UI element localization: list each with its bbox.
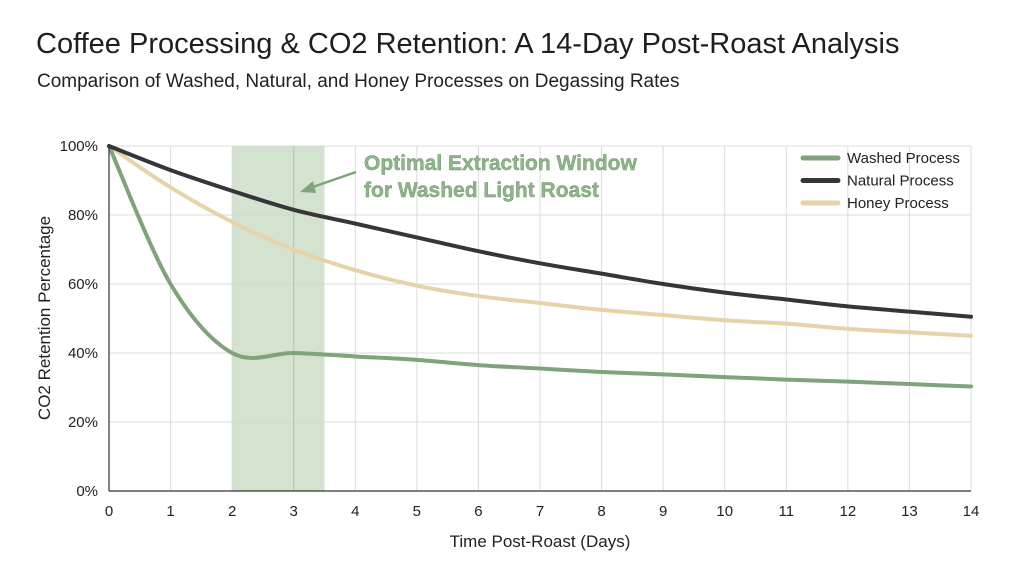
x-tick-label: 3 xyxy=(290,503,298,520)
annotation-arrow xyxy=(309,170,357,190)
x-tick-label: 8 xyxy=(597,503,605,520)
x-tick-label: 4 xyxy=(351,503,359,520)
x-tick-label: 12 xyxy=(840,503,857,520)
x-tick-label: 1 xyxy=(166,503,174,520)
legend-label: Natural Process xyxy=(847,173,954,190)
x-tick-label: 10 xyxy=(716,503,733,520)
y-tick-label: 0% xyxy=(76,483,98,500)
y-tick-label: 80% xyxy=(68,207,98,224)
x-tick-label: 13 xyxy=(901,503,918,520)
x-tick-label: 14 xyxy=(963,503,980,520)
x-tick-label: 11 xyxy=(778,503,794,520)
annotation: Optimal Extraction Window for Washed Lig… xyxy=(300,152,638,202)
x-tick-label: 7 xyxy=(536,503,544,520)
y-tick-label: 100% xyxy=(60,138,98,155)
annotation-line-2: for Washed Light Roast xyxy=(364,179,599,202)
y-tick-label: 40% xyxy=(68,345,98,362)
x-tick-label: 2 xyxy=(228,503,236,520)
y-axis-label: CO2 Retention Percentage xyxy=(35,216,54,420)
chart-subtitle: Comparison of Washed, Natural, and Honey… xyxy=(37,71,680,92)
x-tick-label: 9 xyxy=(659,503,667,520)
x-tick-label: 0 xyxy=(105,503,113,520)
series-line-honey-process xyxy=(107,144,973,338)
series-line-natural-process xyxy=(107,144,973,319)
annotation-arrowhead xyxy=(300,181,316,193)
series-line-washed-process xyxy=(107,144,973,389)
x-tick-label: 6 xyxy=(474,503,482,520)
x-tick-label: 5 xyxy=(413,503,421,520)
x-axis-label: Time Post-Roast (Days) xyxy=(450,532,631,551)
y-tick-label: 20% xyxy=(68,414,98,431)
y-tick-label: 60% xyxy=(68,276,98,293)
legend-label: Honey Process xyxy=(847,195,949,212)
annotation-line-1: Optimal Extraction Window xyxy=(364,152,637,175)
chart-title: Coffee Processing & CO2 Retention: A 14-… xyxy=(36,28,900,60)
highlight-band xyxy=(232,146,325,491)
legend: Washed Process Natural Process Honey Proce… xyxy=(800,150,960,212)
legend-label: Washed Process xyxy=(847,150,960,167)
